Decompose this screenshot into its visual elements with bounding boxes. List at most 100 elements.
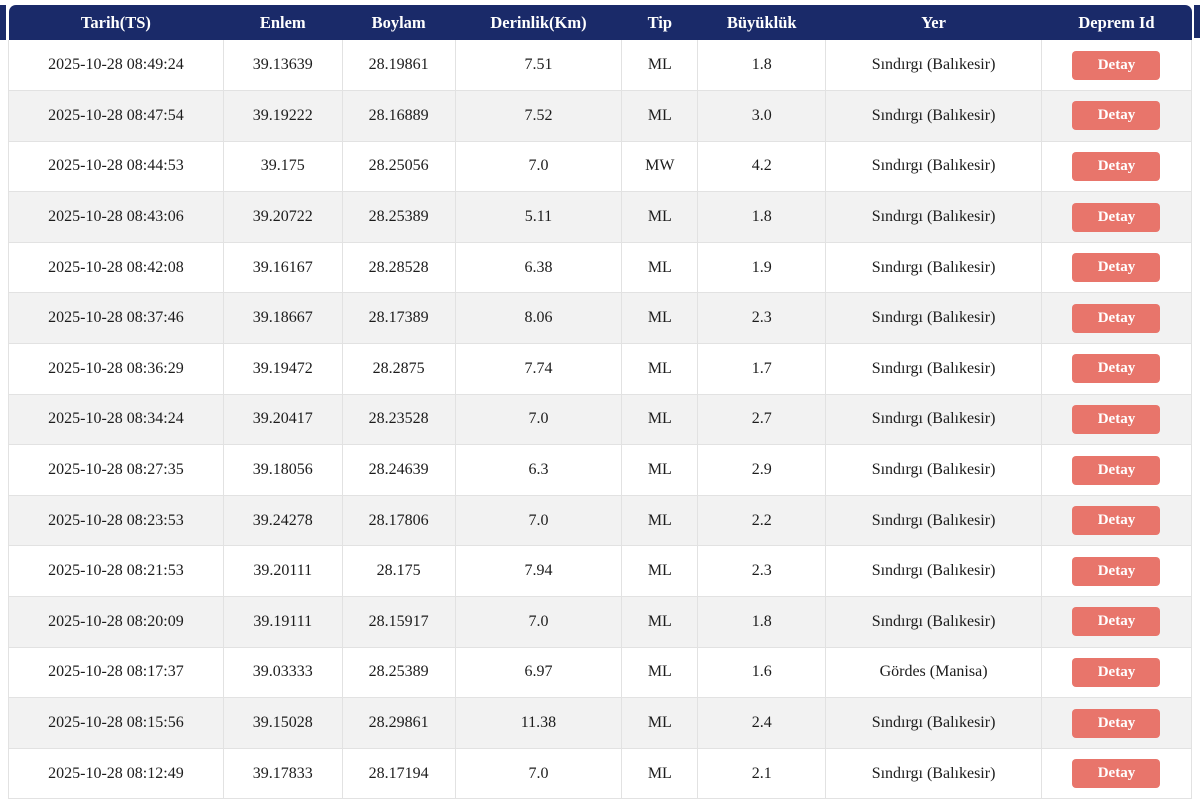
detay-button[interactable]: Detay: [1072, 253, 1161, 283]
table-row: 2025-10-28 08:21:53 39.20111 28.175 7.94…: [8, 545, 1193, 598]
cell-yer: Sındırgı (Balıkesir): [825, 596, 1042, 648]
cell-boylam: 28.23528: [341, 393, 456, 446]
cell-deprem-id: Detay: [1040, 596, 1193, 648]
cell-deprem-id: Detay: [1040, 241, 1193, 294]
cell-yer: Sındırgı (Balıkesir): [825, 90, 1042, 142]
cell-boylam: 28.17806: [341, 494, 456, 547]
cell-buyukluk: 1.7: [697, 343, 827, 395]
detay-button[interactable]: Detay: [1072, 556, 1161, 586]
cell-boylam: 28.16889: [341, 90, 456, 142]
cell-enlem: 39.19111: [222, 596, 343, 648]
column-header-tarih: Tarih(TS): [8, 5, 224, 40]
cell-buyukluk: 1.8: [697, 40, 827, 92]
detay-button[interactable]: Detay: [1072, 759, 1161, 789]
cell-enlem: 39.15028: [222, 697, 343, 749]
cell-boylam: 28.2875: [341, 343, 456, 395]
cell-deprem-id: Detay: [1040, 90, 1193, 142]
detay-button[interactable]: Detay: [1072, 50, 1161, 80]
column-header-deprem-id: Deprem Id: [1041, 5, 1192, 40]
cell-derinlik: 7.52: [454, 90, 623, 142]
table-row: 2025-10-28 08:49:24 39.13639 28.19861 7.…: [8, 40, 1193, 92]
cell-buyukluk: 2.4: [697, 697, 827, 749]
table-row: 2025-10-28 08:27:35 39.18056 28.24639 6.…: [8, 444, 1193, 496]
cell-buyukluk: 3.0: [697, 90, 827, 142]
cell-boylam: 28.24639: [341, 444, 456, 496]
cell-tip: ML: [621, 40, 699, 92]
cell-tip: ML: [621, 697, 699, 749]
cell-tip: ML: [621, 444, 699, 496]
table-row: 2025-10-28 08:12:49 39.17833 28.17194 7.…: [8, 747, 1193, 799]
table-row: 2025-10-28 08:23:53 39.24278 28.17806 7.…: [8, 494, 1193, 547]
cell-buyukluk: 1.6: [697, 646, 827, 699]
cell-tarih: 2025-10-28 08:27:35: [8, 444, 224, 496]
cell-yer: Sındırgı (Balıkesir): [825, 343, 1042, 395]
column-header-yer: Yer: [825, 5, 1042, 40]
cell-enlem: 39.18667: [222, 292, 343, 345]
cell-tip: ML: [621, 241, 699, 294]
table-row: 2025-10-28 08:20:09 39.19111 28.15917 7.…: [8, 596, 1193, 648]
cell-derinlik: 7.94: [454, 545, 623, 598]
cell-derinlik: 6.97: [454, 646, 623, 699]
cell-boylam: 28.25056: [341, 140, 456, 193]
cell-derinlik: 5.11: [454, 191, 623, 243]
cell-derinlik: 7.0: [454, 140, 623, 193]
cell-enlem: 39.175: [222, 140, 343, 193]
cell-deprem-id: Detay: [1040, 646, 1193, 699]
cell-boylam: 28.28528: [341, 241, 456, 294]
cell-enlem: 39.20722: [222, 191, 343, 243]
detay-button[interactable]: Detay: [1072, 506, 1161, 536]
cell-boylam: 28.175: [341, 545, 456, 598]
detay-button[interactable]: Detay: [1072, 404, 1161, 434]
cell-yer: Gördes (Manisa): [825, 646, 1042, 699]
cell-deprem-id: Detay: [1040, 545, 1193, 598]
cell-enlem: 39.18056: [222, 444, 343, 496]
cell-derinlik: 6.3: [454, 444, 623, 496]
table-header: Tarih(TS) Enlem Boylam Derinlik(Km) Tip …: [8, 5, 1192, 40]
cell-buyukluk: 2.9: [697, 444, 827, 496]
cell-derinlik: 7.0: [454, 494, 623, 547]
cell-buyukluk: 2.7: [697, 393, 827, 446]
cell-derinlik: 7.51: [454, 40, 623, 92]
cell-enlem: 39.16167: [222, 241, 343, 294]
cell-tarih: 2025-10-28 08:37:46: [8, 292, 224, 345]
detay-button[interactable]: Detay: [1072, 202, 1161, 232]
detay-button[interactable]: Detay: [1072, 708, 1161, 738]
cell-yer: Sındırgı (Balıkesir): [825, 292, 1042, 345]
cell-derinlik: 11.38: [454, 697, 623, 749]
table-row: 2025-10-28 08:47:54 39.19222 28.16889 7.…: [8, 90, 1193, 142]
cell-boylam: 28.17389: [341, 292, 456, 345]
detay-button[interactable]: Detay: [1072, 354, 1161, 384]
cell-tip: ML: [621, 292, 699, 345]
column-header-tip: Tip: [621, 5, 698, 40]
cell-derinlik: 8.06: [454, 292, 623, 345]
cell-enlem: 39.19222: [222, 90, 343, 142]
cell-tarih: 2025-10-28 08:17:37: [8, 646, 224, 699]
table-row: 2025-10-28 08:36:29 39.19472 28.2875 7.7…: [8, 343, 1193, 395]
cell-tarih: 2025-10-28 08:21:53: [8, 545, 224, 598]
detay-button[interactable]: Detay: [1072, 101, 1161, 131]
detay-button[interactable]: Detay: [1072, 303, 1161, 333]
cell-tip: ML: [621, 90, 699, 142]
cell-tarih: 2025-10-28 08:23:53: [8, 494, 224, 547]
cell-buyukluk: 1.8: [697, 191, 827, 243]
column-header-boylam: Boylam: [342, 5, 456, 40]
cell-deprem-id: Detay: [1040, 697, 1193, 749]
table-row: 2025-10-28 08:43:06 39.20722 28.25389 5.…: [8, 191, 1193, 243]
cell-deprem-id: Detay: [1040, 140, 1193, 193]
header-bar-edge-left: [0, 5, 6, 40]
detay-button[interactable]: Detay: [1072, 151, 1161, 181]
detay-button[interactable]: Detay: [1072, 607, 1161, 637]
cell-buyukluk: 2.3: [697, 545, 827, 598]
cell-tarih: 2025-10-28 08:47:54: [8, 90, 224, 142]
cell-enlem: 39.20417: [222, 393, 343, 446]
detay-button[interactable]: Detay: [1072, 455, 1161, 485]
cell-tip: ML: [621, 393, 699, 446]
table-row: 2025-10-28 08:34:24 39.20417 28.23528 7.…: [8, 393, 1193, 446]
cell-tip: ML: [621, 343, 699, 395]
cell-derinlik: 7.0: [454, 393, 623, 446]
cell-tarih: 2025-10-28 08:12:49: [8, 747, 224, 799]
earthquake-table: Tarih(TS) Enlem Boylam Derinlik(Km) Tip …: [8, 5, 1193, 799]
cell-tarih: 2025-10-28 08:15:56: [8, 697, 224, 749]
cell-buyukluk: 2.3: [697, 292, 827, 345]
detay-button[interactable]: Detay: [1072, 657, 1161, 687]
